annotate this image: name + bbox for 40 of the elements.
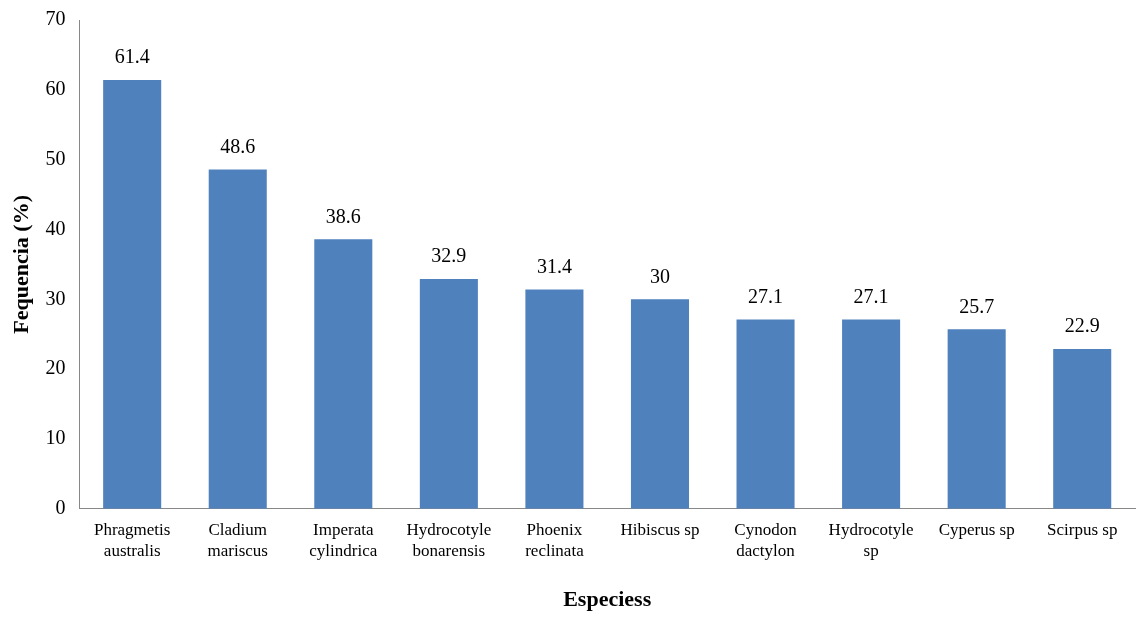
bar: [419, 279, 478, 509]
bar: [314, 239, 373, 509]
bar: [842, 319, 901, 509]
data-label: 32.9: [431, 244, 467, 267]
x-tick-label: Cladium mariscus: [207, 520, 268, 560]
y-tick-label: 60: [45, 77, 66, 100]
y-tick-label: 70: [45, 7, 66, 30]
bar: [525, 289, 584, 509]
bar: [736, 319, 795, 509]
x-axis-title: Especiess: [563, 586, 652, 612]
y-tick-label: 40: [45, 216, 66, 239]
data-label: 48.6: [220, 134, 256, 157]
x-tick-label: Hydrocotyle bonarensis: [406, 520, 492, 560]
y-tick-label: 30: [45, 286, 66, 309]
x-tick-label: Hydrocotyle sp: [828, 520, 914, 560]
bar: [208, 169, 267, 509]
y-tick-label: 50: [45, 146, 66, 169]
x-tick-label: Cynodon dactylon: [734, 520, 798, 560]
data-label: 25.7: [959, 294, 995, 317]
x-tick-label: Imperata cylindrica: [309, 520, 378, 560]
data-label: 31.4: [536, 254, 572, 277]
data-label: 38.6: [325, 204, 361, 227]
x-tick-label: Cyperus sp: [938, 520, 1015, 540]
y-tick-label: 20: [45, 356, 66, 379]
x-tick-label: Scirpus sp: [1047, 520, 1118, 540]
bar: [947, 329, 1006, 509]
data-label: 22.9: [1064, 314, 1100, 337]
bar: [630, 299, 690, 509]
x-tick-label: Phragmetis australis: [93, 520, 171, 560]
data-label: 30: [649, 264, 670, 287]
data-label: 27.1: [748, 284, 784, 307]
y-axis-title: Fequencia (%): [7, 195, 33, 334]
y-tick-label: 0: [55, 496, 66, 519]
bar: [1053, 348, 1112, 509]
y-tick-label: 10: [45, 426, 66, 449]
data-label: 27.1: [853, 284, 889, 307]
x-tick-label: Hibiscus sp: [620, 520, 700, 540]
x-tick-label: Phoenix reclinata: [525, 520, 585, 560]
data-label: 61.4: [114, 45, 150, 68]
bar: [103, 80, 162, 509]
